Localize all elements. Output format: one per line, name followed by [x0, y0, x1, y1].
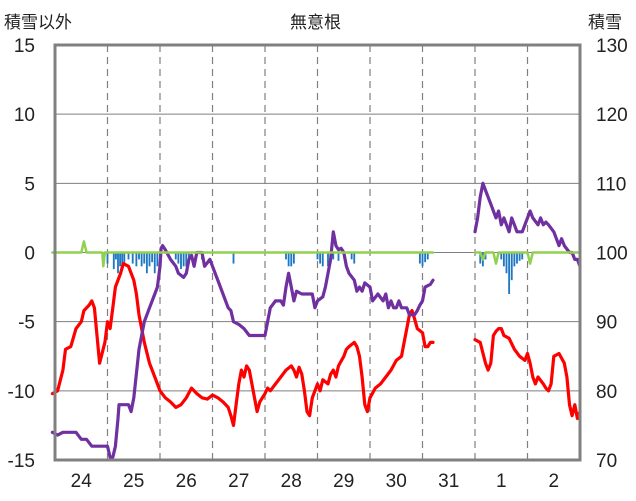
- bar: [290, 252, 293, 267]
- right-tick-label: 100: [596, 244, 628, 265]
- right-tick-label: 130: [596, 36, 628, 57]
- bar: [426, 252, 429, 260]
- bar: [127, 252, 130, 260]
- bar: [327, 252, 329, 267]
- right-tick-label: 70: [596, 451, 617, 472]
- bar: [185, 252, 188, 267]
- x-tick-label: 30: [386, 471, 407, 492]
- bar: [177, 252, 180, 264]
- right-tick-label: 90: [596, 313, 617, 334]
- left-tick-label: -5: [18, 313, 35, 334]
- bar: [479, 252, 482, 264]
- bar: [502, 252, 505, 267]
- plot-frame: [53, 43, 582, 462]
- bar: [505, 252, 508, 274]
- line-series: [50, 181, 582, 459]
- left-tick-label: -10: [8, 382, 35, 403]
- bar: [285, 252, 287, 260]
- bar: [418, 252, 421, 264]
- left-axis-title: 積雪以外: [4, 13, 72, 33]
- left-tick-label: 15: [14, 36, 35, 57]
- left-tick-label: 0: [24, 244, 35, 265]
- temperature-line: [50, 262, 435, 427]
- left-tick-label: 5: [24, 174, 35, 195]
- bar: [114, 252, 117, 260]
- bar: [180, 252, 182, 270]
- chart-title: 無意根: [290, 13, 341, 33]
- x-tick-label: 25: [123, 471, 144, 492]
- bar: [424, 252, 427, 263]
- bar: [510, 252, 513, 281]
- bar: [123, 252, 126, 264]
- bar: [117, 252, 119, 274]
- right-axis-title: 積雪: [588, 13, 622, 33]
- bar: [316, 252, 319, 260]
- bar: [143, 252, 146, 264]
- left-tick-label: -15: [8, 451, 35, 472]
- left-tick-label: 10: [14, 105, 35, 126]
- x-tick-label: 2: [548, 471, 559, 492]
- humidity_violet-line: [473, 181, 582, 268]
- bar: [112, 252, 115, 270]
- bar: [182, 252, 185, 267]
- zero_line_green-line: [473, 251, 582, 265]
- zero_line_green-line: [51, 240, 435, 268]
- bar: [353, 252, 356, 264]
- bar: [350, 252, 353, 260]
- bar: [292, 252, 295, 264]
- bar: [332, 252, 335, 260]
- bar: [148, 252, 151, 267]
- bar: [121, 252, 124, 270]
- bar: [516, 252, 518, 264]
- bar: [508, 252, 511, 294]
- bar: [521, 252, 524, 260]
- bar: [131, 252, 134, 264]
- x-tick-label: 27: [228, 471, 249, 492]
- bar: [174, 252, 177, 260]
- bar: [500, 252, 503, 260]
- right-tick-label: 110: [596, 174, 626, 195]
- bar: [319, 252, 322, 264]
- bar: [513, 252, 516, 267]
- x-tick-label: 31: [438, 471, 459, 492]
- humidity_violet-line: [50, 230, 435, 459]
- x-tick-label: 26: [176, 471, 197, 492]
- bar: [337, 252, 340, 261]
- bar: [135, 252, 138, 267]
- bar: [119, 252, 122, 267]
- right-tick-label: 80: [596, 382, 617, 403]
- bar: [145, 252, 148, 274]
- temperature-line: [473, 327, 582, 421]
- bar: [106, 252, 109, 264]
- bar: [321, 252, 324, 267]
- x-tick-label: 1: [496, 471, 507, 492]
- x-tick-label: 28: [281, 471, 302, 492]
- bar: [138, 252, 140, 260]
- bar: [140, 252, 143, 267]
- bar: [232, 252, 235, 264]
- bar: [287, 252, 290, 267]
- x-tick-label: 24: [71, 471, 93, 492]
- bar: [156, 252, 159, 267]
- x-tick-label: 29: [333, 471, 354, 492]
- right-tick-label: 120: [596, 105, 628, 126]
- bar: [518, 252, 521, 261]
- bar: [151, 252, 154, 263]
- bar: [153, 252, 156, 274]
- bar: [421, 252, 424, 267]
